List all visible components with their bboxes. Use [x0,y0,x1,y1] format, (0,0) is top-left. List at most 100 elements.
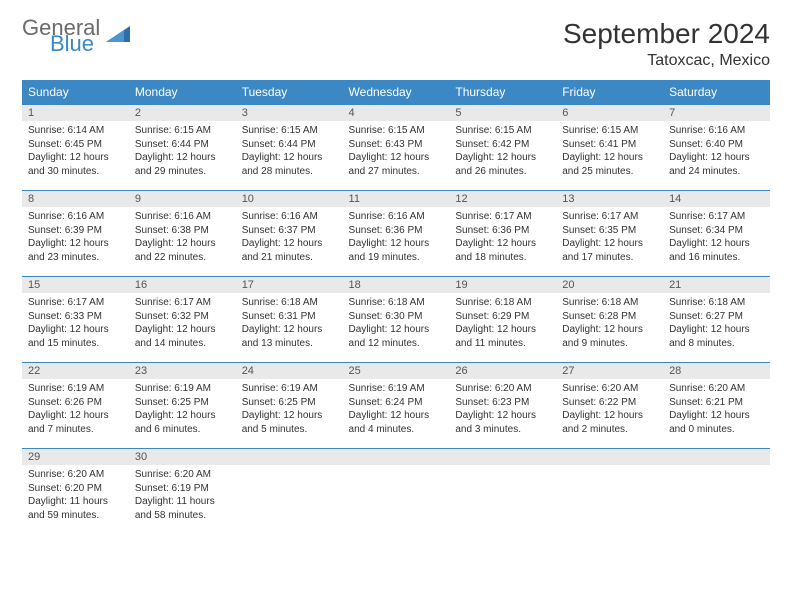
day-content: Sunrise: 6:16 AMSunset: 6:37 PMDaylight:… [236,207,343,268]
week-row: 1Sunrise: 6:14 AMSunset: 6:45 PMDaylight… [22,105,770,191]
day-cell: 19Sunrise: 6:18 AMSunset: 6:29 PMDayligh… [449,277,556,363]
day-content: Sunrise: 6:19 AMSunset: 6:25 PMDaylight:… [236,379,343,440]
day-cell: 18Sunrise: 6:18 AMSunset: 6:30 PMDayligh… [343,277,450,363]
header: General Blue September 2024 Tatoxcac, Me… [22,18,770,70]
weekday-header-row: Sunday Monday Tuesday Wednesday Thursday… [22,80,770,105]
day-content: Sunrise: 6:15 AMSunset: 6:44 PMDaylight:… [129,121,236,182]
day-cell: 28Sunrise: 6:20 AMSunset: 6:21 PMDayligh… [663,363,770,449]
day-content: Sunrise: 6:18 AMSunset: 6:30 PMDaylight:… [343,293,450,354]
day-number: 27 [556,363,663,379]
day-cell: 9Sunrise: 6:16 AMSunset: 6:38 PMDaylight… [129,191,236,277]
day-cell: 15Sunrise: 6:17 AMSunset: 6:33 PMDayligh… [22,277,129,363]
empty-daynum [556,449,663,465]
day-number: 18 [343,277,450,293]
day-number: 9 [129,191,236,207]
day-content: Sunrise: 6:14 AMSunset: 6:45 PMDaylight:… [22,121,129,182]
day-cell [236,449,343,535]
empty-daynum [663,449,770,465]
day-number: 4 [343,105,450,121]
day-content: Sunrise: 6:20 AMSunset: 6:19 PMDaylight:… [129,465,236,526]
logo-blue: Blue [50,34,100,54]
day-content: Sunrise: 6:15 AMSunset: 6:44 PMDaylight:… [236,121,343,182]
day-cell: 4Sunrise: 6:15 AMSunset: 6:43 PMDaylight… [343,105,450,191]
day-number: 30 [129,449,236,465]
location-label: Tatoxcac, Mexico [563,52,770,70]
day-number: 23 [129,363,236,379]
day-cell: 14Sunrise: 6:17 AMSunset: 6:34 PMDayligh… [663,191,770,277]
day-number: 24 [236,363,343,379]
day-cell: 3Sunrise: 6:15 AMSunset: 6:44 PMDaylight… [236,105,343,191]
day-content: Sunrise: 6:17 AMSunset: 6:33 PMDaylight:… [22,293,129,354]
day-content: Sunrise: 6:17 AMSunset: 6:32 PMDaylight:… [129,293,236,354]
weekday-header: Monday [129,80,236,105]
week-row: 29Sunrise: 6:20 AMSunset: 6:20 PMDayligh… [22,449,770,535]
day-content: Sunrise: 6:16 AMSunset: 6:40 PMDaylight:… [663,121,770,182]
day-cell: 10Sunrise: 6:16 AMSunset: 6:37 PMDayligh… [236,191,343,277]
day-cell: 6Sunrise: 6:15 AMSunset: 6:41 PMDaylight… [556,105,663,191]
day-number: 1 [22,105,129,121]
day-number: 14 [663,191,770,207]
empty-daynum [449,449,556,465]
day-number: 6 [556,105,663,121]
day-content: Sunrise: 6:19 AMSunset: 6:24 PMDaylight:… [343,379,450,440]
calendar-table: Sunday Monday Tuesday Wednesday Thursday… [22,80,770,535]
day-content: Sunrise: 6:18 AMSunset: 6:29 PMDaylight:… [449,293,556,354]
week-row: 15Sunrise: 6:17 AMSunset: 6:33 PMDayligh… [22,277,770,363]
day-cell: 26Sunrise: 6:20 AMSunset: 6:23 PMDayligh… [449,363,556,449]
day-content: Sunrise: 6:16 AMSunset: 6:38 PMDaylight:… [129,207,236,268]
day-cell [556,449,663,535]
day-cell: 17Sunrise: 6:18 AMSunset: 6:31 PMDayligh… [236,277,343,363]
weekday-header: Sunday [22,80,129,105]
day-content: Sunrise: 6:20 AMSunset: 6:20 PMDaylight:… [22,465,129,526]
day-content: Sunrise: 6:16 AMSunset: 6:36 PMDaylight:… [343,207,450,268]
day-cell: 20Sunrise: 6:18 AMSunset: 6:28 PMDayligh… [556,277,663,363]
day-number: 29 [22,449,129,465]
weekday-header: Saturday [663,80,770,105]
day-content: Sunrise: 6:20 AMSunset: 6:21 PMDaylight:… [663,379,770,440]
day-number: 7 [663,105,770,121]
day-cell: 24Sunrise: 6:19 AMSunset: 6:25 PMDayligh… [236,363,343,449]
day-content: Sunrise: 6:20 AMSunset: 6:23 PMDaylight:… [449,379,556,440]
day-number: 20 [556,277,663,293]
page-title: September 2024 [563,18,770,50]
week-row: 22Sunrise: 6:19 AMSunset: 6:26 PMDayligh… [22,363,770,449]
day-number: 2 [129,105,236,121]
day-number: 19 [449,277,556,293]
weekday-header: Tuesday [236,80,343,105]
day-content: Sunrise: 6:19 AMSunset: 6:26 PMDaylight:… [22,379,129,440]
day-content: Sunrise: 6:15 AMSunset: 6:41 PMDaylight:… [556,121,663,182]
calendar-body: 1Sunrise: 6:14 AMSunset: 6:45 PMDaylight… [22,105,770,535]
day-number: 8 [22,191,129,207]
day-cell: 22Sunrise: 6:19 AMSunset: 6:26 PMDayligh… [22,363,129,449]
day-cell: 2Sunrise: 6:15 AMSunset: 6:44 PMDaylight… [129,105,236,191]
weekday-header: Friday [556,80,663,105]
logo: General Blue [22,18,132,54]
day-cell: 5Sunrise: 6:15 AMSunset: 6:42 PMDaylight… [449,105,556,191]
day-content: Sunrise: 6:17 AMSunset: 6:36 PMDaylight:… [449,207,556,268]
day-content: Sunrise: 6:17 AMSunset: 6:34 PMDaylight:… [663,207,770,268]
day-number: 28 [663,363,770,379]
day-content: Sunrise: 6:16 AMSunset: 6:39 PMDaylight:… [22,207,129,268]
day-number: 26 [449,363,556,379]
day-content: Sunrise: 6:18 AMSunset: 6:31 PMDaylight:… [236,293,343,354]
day-cell [449,449,556,535]
day-content: Sunrise: 6:15 AMSunset: 6:42 PMDaylight:… [449,121,556,182]
weekday-header: Thursday [449,80,556,105]
day-content: Sunrise: 6:18 AMSunset: 6:27 PMDaylight:… [663,293,770,354]
day-content: Sunrise: 6:15 AMSunset: 6:43 PMDaylight:… [343,121,450,182]
day-cell [343,449,450,535]
day-cell: 21Sunrise: 6:18 AMSunset: 6:27 PMDayligh… [663,277,770,363]
day-number: 3 [236,105,343,121]
day-cell [663,449,770,535]
day-cell: 16Sunrise: 6:17 AMSunset: 6:32 PMDayligh… [129,277,236,363]
day-number: 17 [236,277,343,293]
day-number: 16 [129,277,236,293]
empty-daynum [343,449,450,465]
day-number: 15 [22,277,129,293]
day-cell: 27Sunrise: 6:20 AMSunset: 6:22 PMDayligh… [556,363,663,449]
title-block: September 2024 Tatoxcac, Mexico [563,18,770,70]
day-cell: 25Sunrise: 6:19 AMSunset: 6:24 PMDayligh… [343,363,450,449]
logo-text: General Blue [22,18,100,54]
day-cell: 13Sunrise: 6:17 AMSunset: 6:35 PMDayligh… [556,191,663,277]
day-content: Sunrise: 6:18 AMSunset: 6:28 PMDaylight:… [556,293,663,354]
